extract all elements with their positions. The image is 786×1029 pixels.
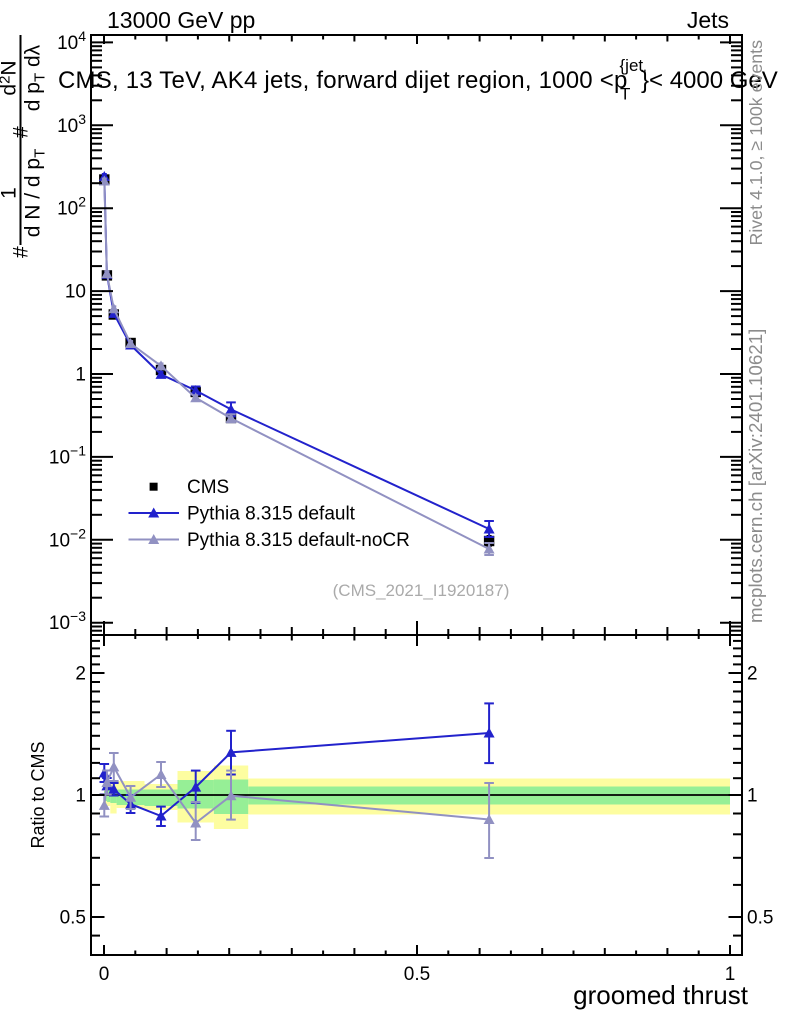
svg-text:{jet,: {jet, bbox=[620, 56, 647, 75]
svg-text:13000 GeV pp: 13000 GeV pp bbox=[107, 7, 255, 33]
svg-text:10−1: 10−1 bbox=[49, 442, 86, 468]
svg-text:T: T bbox=[620, 85, 630, 104]
svg-text:groomed thrust: groomed thrust bbox=[573, 980, 749, 1010]
svg-text:1: 1 bbox=[725, 964, 736, 985]
svg-text:Pythia 8.315 default: Pythia 8.315 default bbox=[187, 504, 356, 525]
svg-text:Rivet 4.1.0, ≥ 100k events: Rivet 4.1.0, ≥ 100k events bbox=[746, 40, 766, 246]
svg-text:0.5: 0.5 bbox=[60, 908, 86, 929]
svg-text:1: 1 bbox=[0, 187, 21, 199]
svg-text:0.5: 0.5 bbox=[404, 964, 430, 985]
svg-text:CMS: CMS bbox=[187, 477, 229, 498]
svg-text:2: 2 bbox=[75, 664, 86, 685]
svg-text:1: 1 bbox=[75, 365, 86, 386]
svg-text:d N / d pT: d N / d pT bbox=[22, 149, 49, 238]
svg-text:1: 1 bbox=[747, 786, 758, 807]
svg-text:Jets: Jets bbox=[687, 7, 729, 33]
svg-text:#: # bbox=[10, 126, 33, 138]
svg-text:0.5: 0.5 bbox=[747, 908, 773, 929]
svg-text:(CMS_2021_I1920187): (CMS_2021_I1920187) bbox=[333, 581, 510, 600]
svg-text:103: 103 bbox=[57, 111, 86, 137]
svg-text:102: 102 bbox=[57, 194, 86, 220]
svg-text:10−2: 10−2 bbox=[49, 525, 86, 551]
svg-text:CMS, 13 TeV, AK4 jets, forward: CMS, 13 TeV, AK4 jets, forward dijet reg… bbox=[58, 67, 627, 94]
svg-text:10: 10 bbox=[65, 282, 86, 303]
svg-text:Pythia 8.315 default-noCR: Pythia 8.315 default-noCR bbox=[187, 530, 410, 551]
svg-text:10−3: 10−3 bbox=[49, 608, 86, 634]
svg-text:d2N: d2N bbox=[0, 60, 21, 95]
svg-text:104: 104 bbox=[57, 28, 86, 54]
svg-text:0: 0 bbox=[99, 964, 110, 985]
svg-text:Ratio to CMS: Ratio to CMS bbox=[28, 741, 48, 848]
svg-text:#: # bbox=[10, 246, 33, 258]
svg-text:1: 1 bbox=[75, 786, 86, 807]
svg-text:2: 2 bbox=[747, 664, 758, 685]
svg-text:mcplots.cern.ch [arXiv:2401.10: mcplots.cern.ch [arXiv:2401.10621] bbox=[745, 329, 766, 623]
svg-text:}< 4000 GeV: }< 4000 GeV bbox=[641, 67, 778, 94]
